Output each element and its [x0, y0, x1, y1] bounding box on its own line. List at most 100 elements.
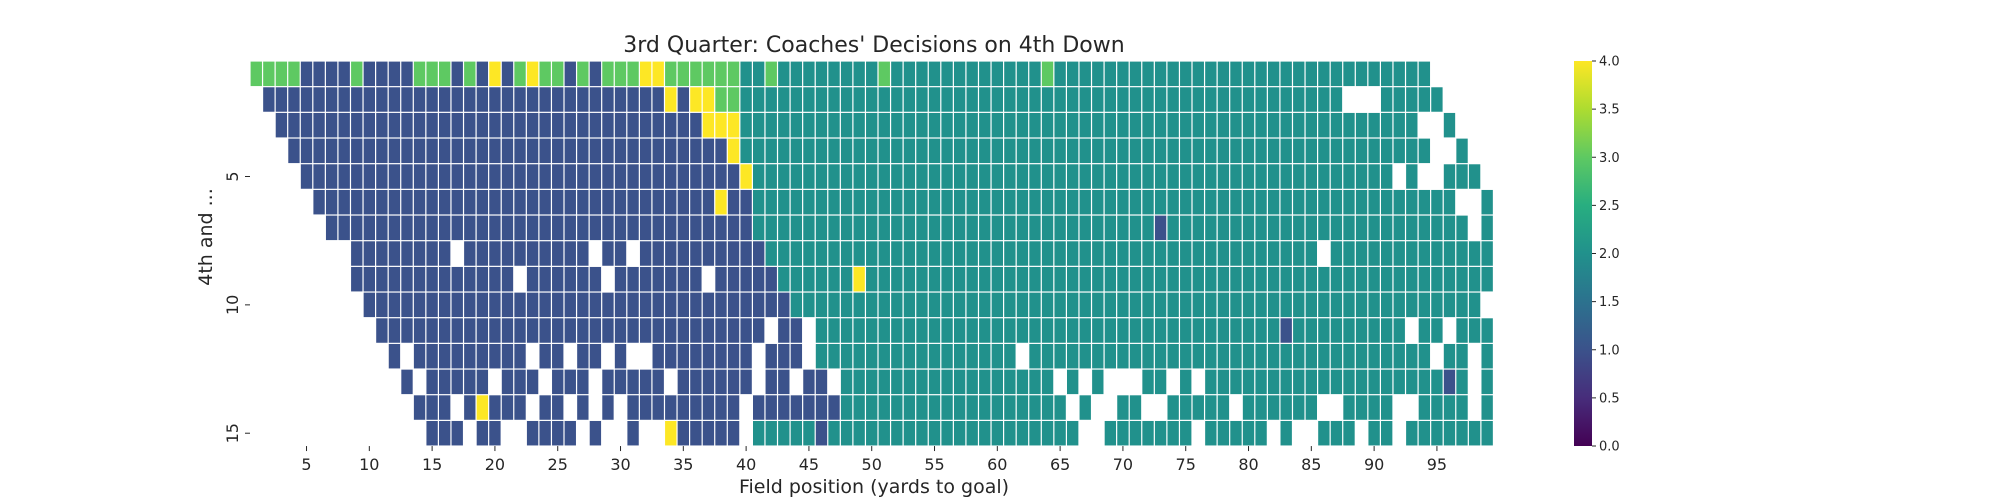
heatmap-cell	[564, 266, 576, 292]
heatmap-cell	[1280, 112, 1292, 138]
heatmap-cell	[577, 61, 589, 87]
heatmap-cell	[1016, 318, 1029, 343]
heatmap-cell	[828, 343, 840, 369]
heatmap-cell	[1092, 87, 1104, 112]
heatmap-cell	[614, 266, 627, 292]
heatmap-cell	[866, 318, 878, 343]
heatmap-cell	[1305, 112, 1317, 138]
heatmap-cell	[740, 164, 752, 189]
heatmap-cell	[702, 215, 715, 241]
heatmap-cell	[1330, 266, 1343, 292]
heatmap-cell	[1217, 61, 1230, 87]
heatmap-cell	[288, 112, 300, 138]
heatmap-cell	[1318, 343, 1330, 369]
heatmap-cell	[891, 112, 903, 138]
heatmap-cell	[1267, 138, 1280, 164]
heatmap-cell	[966, 215, 978, 241]
heatmap-cell	[639, 369, 652, 395]
heatmap-cell	[828, 395, 840, 420]
heatmap-cell	[577, 164, 589, 189]
heatmap-cell	[1180, 138, 1192, 164]
heatmap-cell	[614, 61, 627, 87]
heatmap-cell	[577, 369, 589, 395]
heatmap-cell	[539, 138, 551, 164]
heatmap-cell	[1267, 395, 1280, 420]
heatmap-cell	[727, 87, 740, 112]
heatmap-cell	[702, 369, 715, 395]
heatmap-cell	[514, 61, 526, 87]
heatmap-cell	[451, 138, 463, 164]
heatmap-cell	[1355, 164, 1368, 189]
heatmap-cell	[853, 138, 865, 164]
heatmap-cell	[627, 138, 639, 164]
heatmap-cell	[891, 87, 903, 112]
heatmap-cell	[627, 189, 639, 215]
heatmap-cell	[476, 189, 489, 215]
heatmap-cell	[715, 369, 727, 395]
heatmap-cell	[991, 112, 1003, 138]
heatmap-cell	[539, 112, 551, 138]
heatmap-cell	[1280, 138, 1292, 164]
heatmap-cell	[514, 189, 526, 215]
heatmap-cell	[815, 395, 828, 420]
heatmap-cell	[501, 215, 514, 241]
heatmap-cell	[1305, 241, 1317, 266]
heatmap-cell	[388, 112, 401, 138]
heatmap-cell	[413, 61, 426, 87]
heatmap-cell	[815, 318, 828, 343]
heatmap-cell	[1355, 189, 1368, 215]
heatmap-cell	[1192, 215, 1204, 241]
heatmap-cell	[903, 343, 916, 369]
heatmap-cell	[979, 266, 991, 292]
heatmap-cell	[677, 164, 689, 189]
heatmap-cell	[1242, 61, 1255, 87]
heatmap-cell	[1318, 138, 1330, 164]
heatmap-cell	[1343, 369, 1355, 395]
heatmap-cell	[1381, 138, 1393, 164]
heatmap-cell	[1355, 266, 1368, 292]
heatmap-cell	[1016, 189, 1029, 215]
heatmap-cell	[840, 112, 853, 138]
heatmap-cell	[1180, 318, 1192, 343]
heatmap-cell	[363, 241, 375, 266]
heatmap-cell	[639, 241, 652, 266]
heatmap-cell	[1180, 61, 1192, 87]
heatmap-cell	[765, 164, 777, 189]
heatmap-cell	[979, 343, 991, 369]
heatmap-cell	[1029, 420, 1041, 446]
heatmap-cell	[828, 138, 840, 164]
heatmap-cell	[1381, 369, 1393, 395]
heatmap-cell	[1067, 241, 1079, 266]
heatmap-cell	[652, 395, 664, 420]
heatmap-cell	[426, 87, 438, 112]
heatmap-cell	[1016, 369, 1029, 395]
heatmap-cell	[665, 395, 677, 420]
heatmap-cell	[1029, 138, 1041, 164]
heatmap-cell	[903, 112, 916, 138]
heatmap-cell	[866, 420, 878, 446]
heatmap-cell	[953, 369, 966, 395]
heatmap-cell	[552, 189, 564, 215]
heatmap-cell	[451, 420, 463, 446]
heatmap-cell	[803, 292, 815, 318]
heatmap-cell	[413, 343, 426, 369]
heatmap-cell	[1016, 215, 1029, 241]
heatmap-cell	[727, 61, 740, 87]
heatmap-cell	[577, 292, 589, 318]
heatmap-cell	[300, 87, 313, 112]
heatmap-cell	[1406, 369, 1418, 395]
heatmap-cell	[1004, 138, 1016, 164]
heatmap-cell	[1004, 318, 1016, 343]
heatmap-cell	[1117, 266, 1129, 292]
heatmap-cell	[1393, 292, 1405, 318]
heatmap-cell	[1293, 87, 1305, 112]
heatmap-cell	[966, 241, 978, 266]
x-axis-ticks: 5 10 15 20 25 30 35 40 45 50 55 60 65 70 75 80 85 90 95	[301, 446, 1447, 474]
heatmap-cell	[1104, 138, 1117, 164]
heatmap-cell	[840, 266, 853, 292]
heatmap-cell	[1154, 87, 1167, 112]
heatmap-cell	[1456, 318, 1468, 343]
heatmap-cell	[1355, 343, 1368, 369]
heatmap-cell	[1167, 112, 1179, 138]
heatmap-cell	[1305, 266, 1317, 292]
